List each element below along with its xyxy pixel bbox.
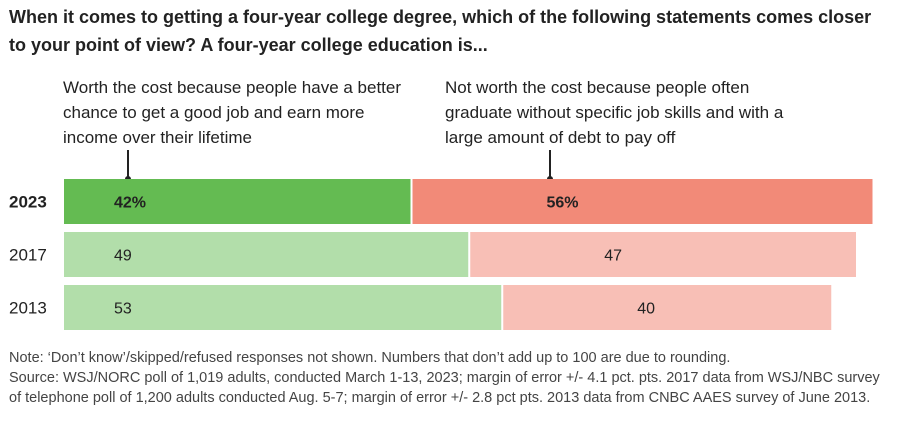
bar-2017-series-1 (64, 232, 469, 277)
bar-2023-series-2 (412, 179, 873, 224)
chart-title: When it comes to getting a four-year col… (9, 7, 872, 55)
stacked-bar-chart: 2023 42% 56% 2017 49 47 2013 53 40 (9, 179, 873, 330)
year-label-2017: 2017 (9, 246, 47, 265)
legend-label-worth-the-cost: Worth the cost because people have a bet… (63, 78, 402, 147)
bar-value-label-2017-series-1: 49 (114, 248, 132, 265)
legend-label-not-worth-the-cost: Not worth the cost because people often … (445, 78, 784, 147)
bar-value-label-2013-series-1: 53 (114, 301, 132, 318)
leader-line-worth (127, 150, 129, 180)
bar-value-label-2023-series-1: 42% (114, 195, 146, 212)
chart-notes: Note: ‘Don’t know’/skipped/refused respo… (9, 348, 894, 408)
bar-2013-series-1 (64, 285, 502, 330)
bar-value-label-2013-series-2: 40 (637, 301, 655, 318)
leader-line-not-worth (549, 150, 551, 180)
bar-2023-series-1 (64, 179, 411, 224)
bar-2013-series-2 (503, 285, 832, 330)
bar-value-label-2017-series-2: 47 (604, 248, 622, 265)
note-text: Note: ‘Don’t know’/skipped/refused respo… (9, 350, 731, 366)
bar-value-label-2023-series-2: 56% (547, 195, 579, 212)
year-label-2023: 2023 (9, 193, 47, 212)
year-label-2013: 2013 (9, 299, 47, 318)
bar-2017-series-2 (470, 232, 856, 277)
source-text: Source: WSJ/NORC poll of 1,019 adults, c… (9, 370, 880, 406)
